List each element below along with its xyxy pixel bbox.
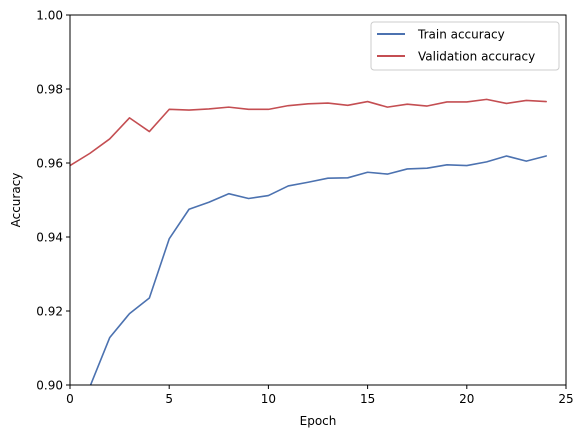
y-tick-label: 0.98 — [36, 83, 63, 97]
legend: Train accuracy Validation accuracy — [371, 22, 559, 70]
legend-label-validation: Validation accuracy — [418, 50, 535, 64]
x-tick-label: 15 — [360, 392, 375, 406]
x-tick-label: 0 — [66, 392, 74, 406]
y-axis-title: Accuracy — [9, 173, 23, 228]
x-tick-label: 5 — [165, 392, 173, 406]
y-tick-label: 0.94 — [36, 231, 63, 245]
y-tick-label: 0.96 — [36, 157, 63, 171]
y-tick-label: 0.90 — [36, 379, 63, 393]
x-axis-title: Epoch — [300, 414, 337, 428]
x-tick-label: 20 — [459, 392, 474, 406]
x-tick-label: 25 — [558, 392, 573, 406]
legend-label-train: Train accuracy — [417, 28, 505, 42]
x-tick-label: 10 — [261, 392, 276, 406]
y-tick-label: 0.92 — [36, 305, 63, 319]
y-tick-label: 1.00 — [36, 9, 63, 23]
